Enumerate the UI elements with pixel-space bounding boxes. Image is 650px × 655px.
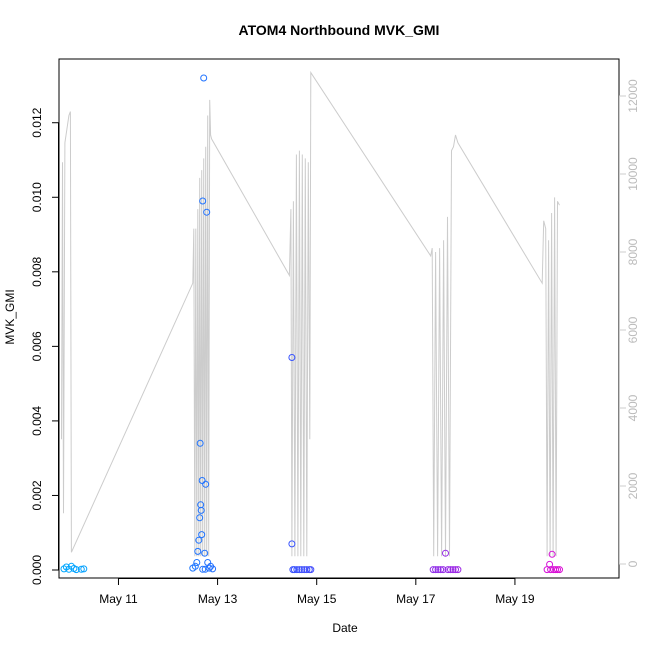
data-point	[201, 565, 209, 573]
data-point	[298, 566, 306, 574]
data-point	[444, 566, 452, 574]
y-tick-label: 0.012	[30, 107, 44, 137]
data-point	[202, 480, 210, 488]
data-point	[72, 566, 80, 574]
x-tick-label: May 17	[396, 592, 436, 606]
x-tick-label: May 13	[198, 592, 238, 606]
y-tick-label: 0.010	[30, 182, 44, 212]
data-point	[191, 562, 199, 570]
data-point	[209, 565, 217, 573]
data-point	[199, 565, 207, 573]
data-point	[193, 559, 201, 566]
data-point	[552, 566, 560, 574]
data-point	[80, 565, 88, 573]
data-point	[203, 208, 211, 216]
y2-tick-label: 12000	[626, 79, 640, 113]
data-point	[288, 540, 296, 548]
data-point	[197, 506, 205, 514]
y-tick-label: 0.008	[30, 256, 44, 286]
x-axis-layer: May 11 May 13 May 15 May 17 May 19	[99, 578, 535, 606]
y2-axis-layer: 0 2000 4000 6000 8000 10000 12000	[619, 79, 640, 567]
data-point	[429, 566, 437, 574]
y-axis-layer: 0.000 0.002 0.004 0.006 0.008 0.010 0.012	[30, 107, 59, 585]
y2-tick-label: 8000	[626, 238, 640, 265]
data-point	[200, 74, 208, 82]
x-axis-label: Date	[332, 621, 358, 635]
point-layer	[60, 74, 563, 574]
data-point	[554, 566, 561, 574]
data-point	[437, 566, 445, 574]
data-point	[454, 566, 462, 574]
y2-tick-label: 4000	[626, 394, 640, 421]
data-point	[556, 566, 563, 574]
x-tick-label: May 11	[99, 592, 138, 606]
data-point	[195, 536, 203, 544]
data-point	[198, 477, 206, 484]
y2-tick-label: 2000	[626, 472, 640, 499]
y2-tick-label: 10000	[626, 157, 640, 191]
data-point	[447, 566, 454, 574]
data-point	[196, 439, 204, 447]
data-point	[194, 547, 202, 555]
data-point	[293, 566, 301, 574]
data-point	[196, 514, 204, 522]
line-layer	[61, 70, 560, 557]
y2-tick-label: 6000	[626, 316, 640, 343]
data-point	[77, 565, 85, 573]
data-point	[442, 549, 449, 557]
y2-tick-label: 0	[626, 560, 640, 567]
secondary-line	[61, 70, 560, 557]
x-tick-label: May 15	[297, 592, 337, 606]
data-point	[205, 564, 213, 572]
data-point	[548, 550, 556, 558]
data-point	[547, 566, 555, 574]
data-point	[303, 566, 311, 574]
chart-title: ATOM4 Northbound MVK_GMI	[239, 22, 440, 38]
data-point	[439, 566, 447, 574]
y-axis-label: MVK_GMI	[3, 289, 17, 344]
data-point	[288, 354, 296, 361]
y-tick-label: 0.000	[30, 555, 44, 585]
x-tick-label: May 19	[495, 592, 535, 606]
data-point	[307, 566, 315, 574]
data-point	[198, 531, 206, 539]
data-point	[432, 566, 440, 574]
data-point	[449, 566, 457, 574]
y-tick-label: 0.004	[30, 406, 44, 436]
y-tick-label: 0.006	[30, 331, 44, 361]
data-point	[289, 566, 297, 574]
data-point	[199, 197, 207, 205]
data-point	[434, 566, 442, 574]
data-point	[546, 560, 554, 568]
data-point	[201, 549, 209, 557]
y-tick-label: 0.002	[30, 480, 44, 510]
data-point	[452, 566, 459, 574]
